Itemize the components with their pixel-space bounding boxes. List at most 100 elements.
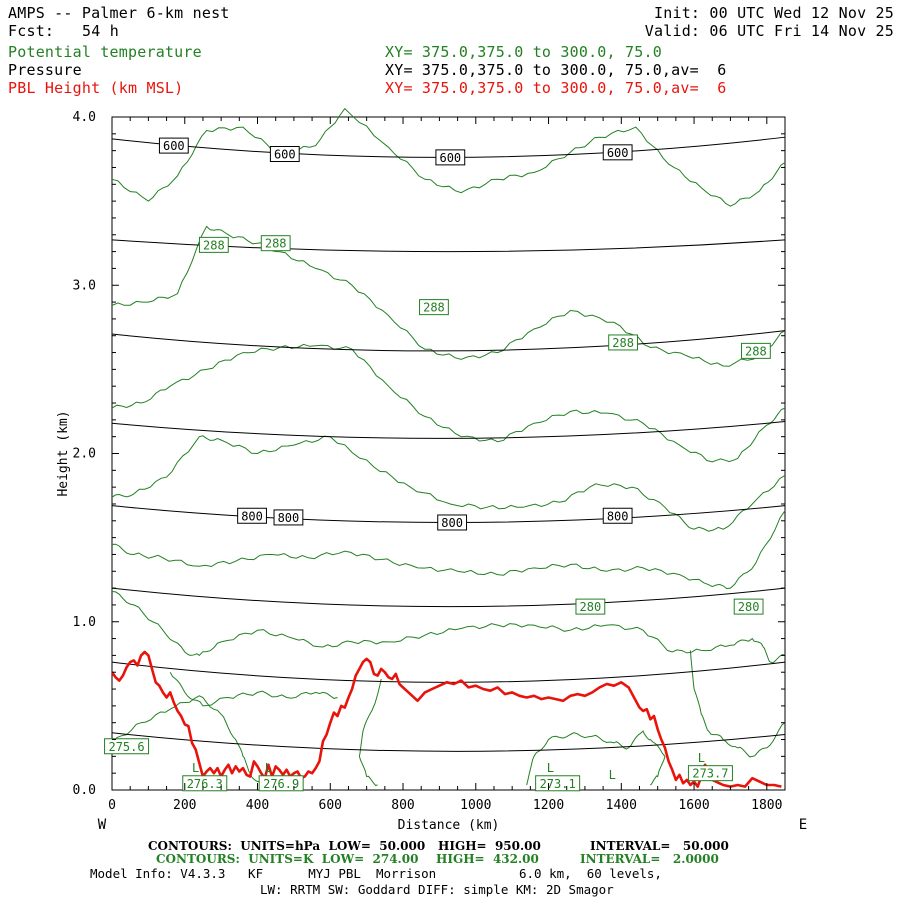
theta-label-9-box [258,775,304,792]
theta-contours [111,107,786,786]
theta-label-5: 280 [580,600,602,614]
theta-contour-0 [111,107,786,207]
pressure-label-4-box [237,507,267,524]
low-marker-2: L [547,761,554,775]
y-tick-label-1: 1.0 [73,615,96,630]
theta-label-10: 273.1 [540,777,576,791]
x-axis-label: Distance (km) [398,818,500,833]
model-physics: LW: RRTM SW: Goddard DIFF: simple KM: 2D… [260,882,614,897]
low-marker-0: L [192,761,199,775]
theta-contour-4 [111,510,786,590]
theta-label-5-box [575,598,606,615]
theta-contour-1 [111,225,786,367]
x-tick-label-3: 600 [319,798,342,813]
x-tick-label-4: 800 [391,798,414,813]
theta-contour-high: HIGH= 432.00 [436,852,539,866]
theta-label-4: 288 [745,344,767,358]
theta-label-10-box [535,775,581,792]
pressure-label-5-box [273,509,304,526]
theta-label-9: 276.9 [263,777,299,791]
west-label: W [98,817,107,833]
xy-pbl: XY= 375.0,375.0 to 300.0, 75.0,av= 6 [385,79,727,97]
theta-label-3-box [608,334,639,351]
pressure-label-2: 600 [439,151,461,165]
model-info: Model Info: V4.3.3 KF MYJ PBL Morrison 6… [90,866,662,881]
theta-label-6: 280 [738,600,760,614]
theta-label-2: 288 [423,301,445,315]
theta-label-4-box [740,342,771,359]
theta-contour-6 [111,695,266,786]
pressure-label-6: 800 [441,516,463,530]
x-tick-label-5: 1000 [460,798,491,813]
xy-pressure: XY= 375.0,375.0 to 300.0, 75.0,av= 6 [385,61,727,79]
xy-theta: XY= 375.0,375.0 to 300.0, 75.0 [385,43,662,61]
pressure-contours [111,136,786,752]
pbl-height-series [110,650,782,788]
pressure-label-4: 800 [241,509,263,523]
theta-label-7-box [104,738,150,755]
pressure-contour-2 [111,330,786,352]
y-tick-label-3: 3.0 [73,278,96,293]
y-axis-label: Height (km) [56,410,71,496]
x-tick-label-6: 1200 [533,798,564,813]
east-label: E [799,817,807,833]
init-time: Init: 00 UTC Wed 12 Nov 25 [654,4,894,22]
axes: 0 200 400 600 800 1000 1200 1400 1600 1800 0.0 1.0 2… [56,110,807,833]
pressure-contour-high: HIGH= 950.00 [438,839,541,853]
theta-label-6-box [733,598,764,615]
pressure-contour-3 [111,421,786,439]
theta-label-3: 288 [612,336,634,350]
theta-label-7: 275.6 [108,740,144,754]
y-tick-label-4: 4.0 [73,110,96,125]
theta-label-2-box [419,299,449,316]
field-potential-temperature: Potential temperature [8,43,202,61]
contour-labels: 600 600 600 600 800 800 800 800 288 288 288 288 288 2… [104,137,771,792]
pressure-contour-6 [111,661,786,683]
theta-label-11-box [687,765,733,782]
theta-contour-lower-2 [526,730,666,786]
x-tick-label-0: 0 [108,798,116,813]
plot-title: AMPS -- Palmer 6-km nest [8,4,230,22]
field-pbl-height: PBL Height (km MSL) [8,79,184,97]
pressure-label-6-box [437,514,468,531]
x-tick-label-1: 200 [173,798,196,813]
theta-contour-interval: INTERVAL= 2.0000 [580,852,719,866]
pressure-label-0-box [158,137,189,154]
theta-label-8-box [182,775,228,792]
low-marker-4: L [698,751,705,765]
theta-contour-lower-3 [689,650,786,758]
theta-contour-2 [111,343,786,463]
pressure-contour-info: CONTOURS: UNITS=hPa LOW= 50.000 [148,839,426,853]
pressure-label-0: 600 [163,139,185,153]
x-tick-label-7: 1400 [606,798,637,813]
theta-label-11: 273.7 [692,767,728,781]
theta-contour-5 [111,591,786,664]
low-marker-3: L [609,768,616,782]
x-tick-label-2: 400 [246,798,269,813]
theta-label-0-box [198,236,229,253]
valid-time: Valid: 06 UTC Fri 14 Nov 25 [644,22,894,40]
x-tick-label-9: 1800 [751,798,782,813]
forecast-hours: 54 h [82,22,119,40]
plot-frame [111,116,786,791]
pbl-height-line [110,650,782,788]
forecast-label: Fcst: [8,22,55,40]
pressure-label-1-box [269,146,300,163]
theta-label-1-box [260,235,291,252]
theta-contour-lower-0 [169,671,338,707]
pressure-label-2-box [435,149,466,166]
pressure-label-3-box [602,144,633,161]
theta-label-0: 288 [203,238,225,252]
field-pressure: Pressure [8,61,82,79]
theta-label-1: 288 [265,237,287,251]
pressure-label-1: 600 [274,148,296,162]
pressure-contour-interval: INTERVAL= 50.000 [590,839,729,853]
theta-contour-lower-1 [358,678,382,786]
pressure-label-7: 800 [607,509,629,523]
pressure-label-7-box [602,507,633,524]
y-tick-label-2: 2.0 [73,447,96,462]
theta-label-8: 276.3 [187,777,223,791]
theta-contour-3 [111,435,786,532]
pressure-label-5: 800 [278,511,300,525]
